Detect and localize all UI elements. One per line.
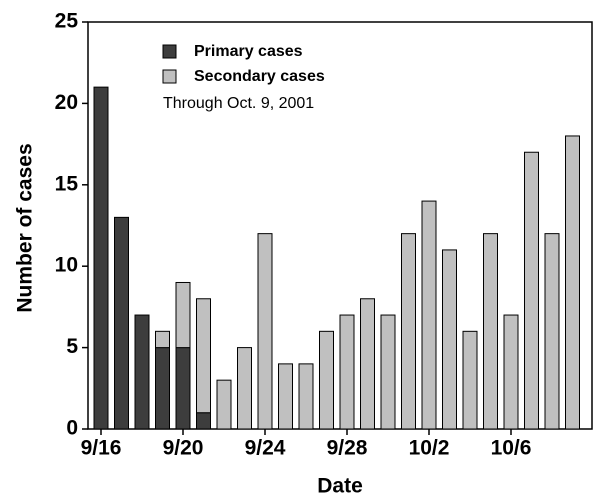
bar [524, 151, 539, 430]
y-tick-label: 10 [55, 254, 78, 277]
bar [503, 314, 519, 430]
legend-swatch [162, 69, 177, 84]
x-tick-label: 9/24 [245, 437, 286, 460]
bar [155, 347, 170, 430]
bar [360, 298, 375, 430]
bar [257, 233, 273, 430]
bar [421, 200, 437, 430]
legend-swatch [162, 44, 177, 59]
bar [380, 314, 396, 430]
bar [93, 86, 109, 430]
bar [134, 314, 150, 430]
bar [544, 233, 560, 430]
bar [216, 379, 232, 430]
y-tick-label: 25 [55, 10, 79, 33]
x-tick-label: 10/6 [491, 437, 532, 460]
bar [196, 412, 211, 430]
bar [175, 347, 191, 430]
y-tick-label: 15 [55, 172, 79, 195]
bar [155, 330, 170, 349]
bar [339, 314, 355, 430]
x-tick-label: 9/16 [81, 437, 122, 460]
y-tick-label: 0 [66, 417, 78, 440]
bar [319, 330, 334, 430]
legend-label: Secondary cases [194, 68, 325, 85]
bar [196, 298, 211, 414]
x-tick-label: 9/28 [327, 437, 368, 460]
bar [298, 363, 314, 430]
y-tick-label: 20 [55, 91, 78, 114]
legend-label: Primary cases [194, 43, 303, 60]
x-axis-title: Date [317, 475, 363, 498]
bar [114, 216, 129, 430]
bar [483, 233, 498, 430]
bar [278, 363, 293, 430]
annotation: Through Oct. 9, 2001 [163, 95, 314, 112]
x-tick-label: 10/2 [409, 437, 450, 460]
bar [237, 347, 252, 430]
bar [401, 233, 416, 430]
x-tick-label: 9/20 [163, 437, 204, 460]
bar [175, 281, 191, 349]
y-axis-title: Number of cases [14, 143, 37, 312]
bar [442, 249, 457, 430]
bar [565, 135, 580, 430]
bar [462, 330, 478, 430]
y-tick-label: 5 [66, 335, 78, 358]
